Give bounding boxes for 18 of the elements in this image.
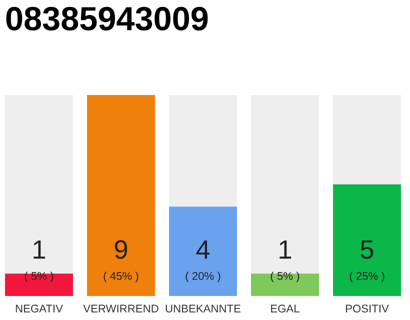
chart-title: 08385943009 <box>6 6 208 31</box>
annotation: ( 25% ) <box>350 272 384 282</box>
x-tick-label: NEGATIV <box>16 304 63 312</box>
x-tick-label: UNBEKANNTE <box>166 304 240 312</box>
annotation: ( 5% ) <box>24 272 54 282</box>
annotation: ( 5% ) <box>270 272 300 282</box>
data-label: 4 <box>196 240 210 259</box>
bar <box>5 274 73 296</box>
annotation: ( 20% ) <box>186 272 220 282</box>
data-label: 9 <box>114 240 128 259</box>
data-label: 5 <box>360 240 374 259</box>
x-tick-label: POSITIV <box>346 304 389 312</box>
data-label: 1 <box>280 240 292 259</box>
data-label: 1 <box>34 240 46 259</box>
bar <box>251 274 319 296</box>
x-tick-label: EGAL <box>271 304 300 312</box>
x-tick-label: VERWIRREND <box>83 304 158 312</box>
annotation: ( 45% ) <box>104 272 138 282</box>
